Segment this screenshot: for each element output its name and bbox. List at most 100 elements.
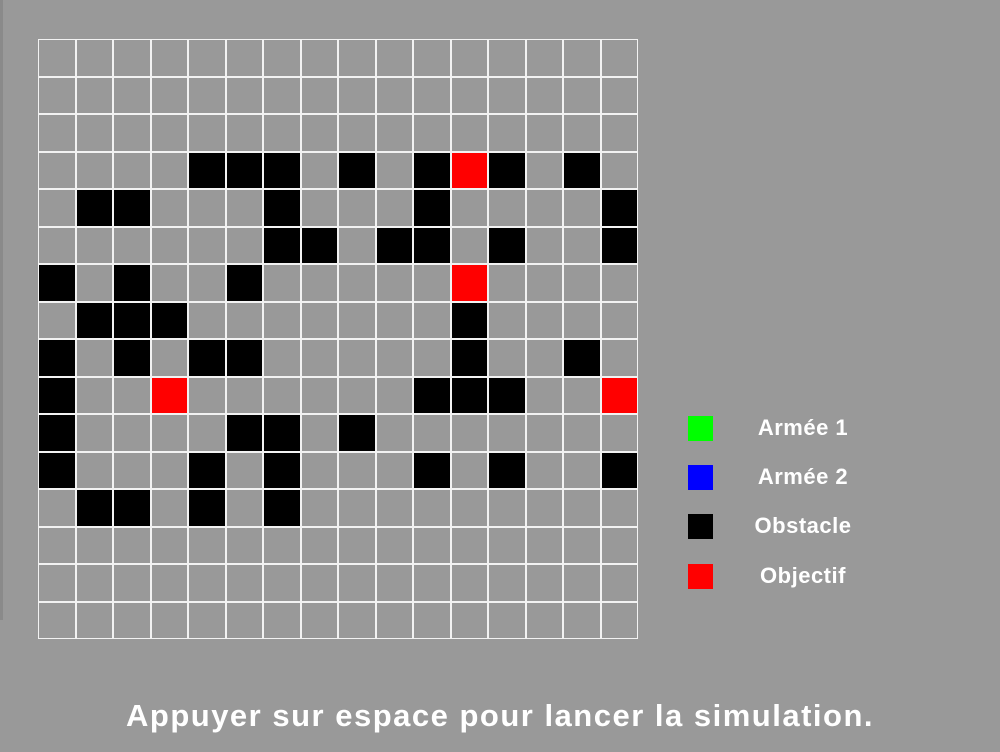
- board-cell[interactable]: [263, 76, 301, 114]
- objective-cell[interactable]: [450, 264, 488, 302]
- board-cell[interactable]: [413, 414, 451, 452]
- board-cell[interactable]: [375, 39, 413, 77]
- obstacle-cell[interactable]: [488, 376, 526, 414]
- board-cell[interactable]: [113, 39, 151, 77]
- board-cell[interactable]: [300, 151, 338, 189]
- board-cell[interactable]: [525, 414, 563, 452]
- board-cell[interactable]: [450, 76, 488, 114]
- board-cell[interactable]: [600, 601, 638, 639]
- board-cell[interactable]: [113, 114, 151, 152]
- obstacle-cell[interactable]: [338, 151, 376, 189]
- obstacle-cell[interactable]: [488, 451, 526, 489]
- obstacle-cell[interactable]: [450, 376, 488, 414]
- board-cell[interactable]: [525, 376, 563, 414]
- board-cell[interactable]: [38, 114, 76, 152]
- board-cell[interactable]: [38, 189, 76, 227]
- board-cell[interactable]: [338, 189, 376, 227]
- board-cell[interactable]: [563, 39, 601, 77]
- board-cell[interactable]: [375, 564, 413, 602]
- board-cell[interactable]: [150, 114, 188, 152]
- board-cell[interactable]: [450, 39, 488, 77]
- obstacle-cell[interactable]: [188, 151, 226, 189]
- obstacle-cell[interactable]: [38, 376, 76, 414]
- board-cell[interactable]: [188, 39, 226, 77]
- board-cell[interactable]: [338, 376, 376, 414]
- board-cell[interactable]: [300, 189, 338, 227]
- obstacle-cell[interactable]: [263, 414, 301, 452]
- board-cell[interactable]: [450, 114, 488, 152]
- board-cell[interactable]: [600, 339, 638, 377]
- board-cell[interactable]: [600, 114, 638, 152]
- board-cell[interactable]: [75, 39, 113, 77]
- board-cell[interactable]: [488, 39, 526, 77]
- board-cell[interactable]: [413, 526, 451, 564]
- obstacle-cell[interactable]: [600, 189, 638, 227]
- board-cell[interactable]: [375, 189, 413, 227]
- obstacle-cell[interactable]: [450, 301, 488, 339]
- board-cell[interactable]: [38, 76, 76, 114]
- objective-cell[interactable]: [150, 376, 188, 414]
- board-cell[interactable]: [225, 301, 263, 339]
- board-cell[interactable]: [338, 76, 376, 114]
- board-cell[interactable]: [150, 451, 188, 489]
- board-cell[interactable]: [150, 39, 188, 77]
- board-cell[interactable]: [263, 339, 301, 377]
- board-cell[interactable]: [563, 301, 601, 339]
- board-cell[interactable]: [300, 451, 338, 489]
- board-cell[interactable]: [188, 226, 226, 264]
- obstacle-cell[interactable]: [488, 151, 526, 189]
- board-cell[interactable]: [563, 76, 601, 114]
- obstacle-cell[interactable]: [263, 226, 301, 264]
- board-cell[interactable]: [563, 226, 601, 264]
- board-cell[interactable]: [563, 489, 601, 527]
- board-cell[interactable]: [488, 601, 526, 639]
- board-cell[interactable]: [188, 601, 226, 639]
- obstacle-cell[interactable]: [150, 301, 188, 339]
- board-cell[interactable]: [188, 189, 226, 227]
- obstacle-cell[interactable]: [188, 489, 226, 527]
- board-cell[interactable]: [338, 301, 376, 339]
- board-cell[interactable]: [75, 376, 113, 414]
- board-cell[interactable]: [188, 264, 226, 302]
- board-cell[interactable]: [263, 564, 301, 602]
- obstacle-cell[interactable]: [263, 489, 301, 527]
- obstacle-cell[interactable]: [113, 489, 151, 527]
- board-cell[interactable]: [525, 226, 563, 264]
- board-cell[interactable]: [150, 189, 188, 227]
- board-cell[interactable]: [600, 489, 638, 527]
- board-cell[interactable]: [113, 376, 151, 414]
- board-cell[interactable]: [488, 414, 526, 452]
- obstacle-cell[interactable]: [413, 226, 451, 264]
- obstacle-cell[interactable]: [75, 301, 113, 339]
- board-cell[interactable]: [300, 301, 338, 339]
- obstacle-cell[interactable]: [450, 339, 488, 377]
- board-cell[interactable]: [225, 489, 263, 527]
- board-cell[interactable]: [450, 564, 488, 602]
- board-cell[interactable]: [300, 414, 338, 452]
- board-cell[interactable]: [525, 526, 563, 564]
- obstacle-cell[interactable]: [413, 151, 451, 189]
- obstacle-cell[interactable]: [113, 264, 151, 302]
- board-cell[interactable]: [75, 414, 113, 452]
- board-cell[interactable]: [338, 526, 376, 564]
- board-cell[interactable]: [338, 114, 376, 152]
- obstacle-cell[interactable]: [488, 226, 526, 264]
- obstacle-cell[interactable]: [75, 489, 113, 527]
- board-cell[interactable]: [38, 564, 76, 602]
- obstacle-cell[interactable]: [38, 339, 76, 377]
- obstacle-cell[interactable]: [563, 151, 601, 189]
- obstacle-cell[interactable]: [263, 151, 301, 189]
- board-cell[interactable]: [300, 601, 338, 639]
- board-cell[interactable]: [563, 264, 601, 302]
- board-cell[interactable]: [450, 414, 488, 452]
- board-cell[interactable]: [488, 76, 526, 114]
- board-cell[interactable]: [375, 114, 413, 152]
- obstacle-cell[interactable]: [338, 414, 376, 452]
- board-cell[interactable]: [75, 526, 113, 564]
- board-cell[interactable]: [413, 76, 451, 114]
- board-cell[interactable]: [113, 451, 151, 489]
- board-cell[interactable]: [600, 564, 638, 602]
- obstacle-cell[interactable]: [413, 376, 451, 414]
- board-cell[interactable]: [525, 601, 563, 639]
